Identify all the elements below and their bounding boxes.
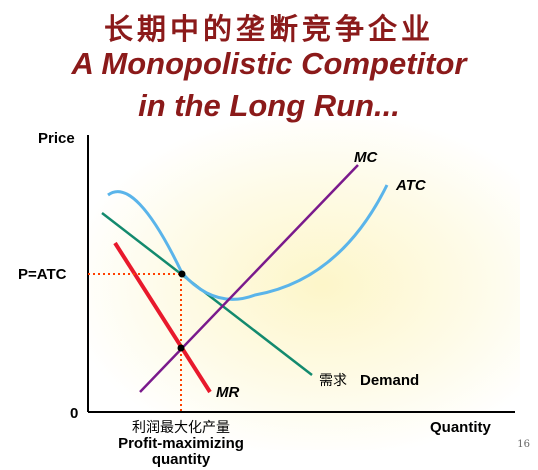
page-number: 16 [517,439,530,450]
atc-label: ATC [395,177,427,194]
quantity-label-english-line1: Profit-maximizing [118,435,244,452]
quantity-label-english-line2: quantity [152,451,211,468]
tangency-point [178,270,186,278]
mr-label: MR [216,384,239,401]
title-english-line1: A Monopolistic Competitor [71,46,467,81]
origin-label: 0 [70,405,78,422]
mc-curve [139,164,359,393]
quantity-label-chinese: 利润最大化产量 [132,420,230,436]
mc-label: MC [354,149,378,166]
y-axis-label: Price [38,130,75,147]
demand-label-english: Demand [360,372,419,389]
mr-mc-intersection-point [177,344,185,352]
mr-curve [113,241,212,394]
title-chinese: 长期中的垄断竞争企业 [103,12,434,46]
x-axis-label: Quantity [430,419,491,436]
demand-label-chinese: 需求 [319,373,347,389]
title-english-line2: in the Long Run... [138,88,400,123]
price-level-label: P=ATC [18,266,67,283]
atc-curve [107,184,389,301]
background-glow [80,120,520,450]
